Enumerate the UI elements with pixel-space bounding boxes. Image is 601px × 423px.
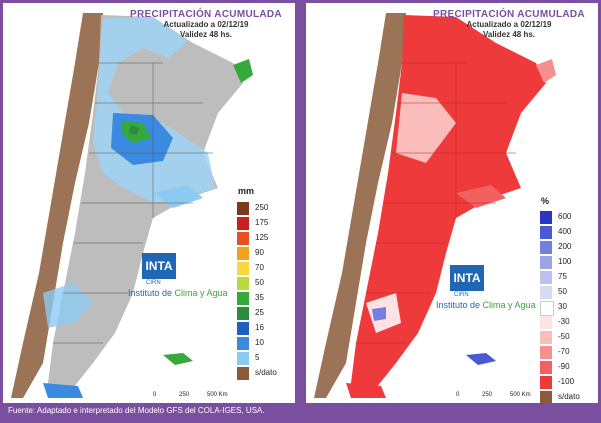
right-validity: Validez 48 hs. — [482, 30, 536, 39]
right-legend-unit: % — [541, 196, 550, 206]
left-legend-swatch — [237, 337, 249, 350]
right-legend-label: 400 — [558, 227, 572, 236]
right-legend-swatch — [540, 286, 552, 299]
right-legend-label: s/dato — [558, 392, 580, 401]
left-legend-label: 25 — [255, 308, 264, 317]
right-legend-swatch — [540, 226, 552, 239]
right-legend-swatch — [540, 211, 552, 224]
institute-name: Instituto de Clima y Agua — [436, 300, 536, 310]
right-inta-logo-block: INTA CIRN Instituto de Clima y Agua — [436, 265, 536, 310]
left-legend-label: 16 — [255, 323, 264, 332]
source-footer: Fuente: Adaptado e interpretado del Mode… — [8, 406, 265, 415]
left-legend-label: 90 — [255, 248, 264, 257]
right-title-block: PRECIPITACIÓN ACUMULADA Actualizado a 02… — [424, 9, 594, 40]
left-legend-label: 70 — [255, 263, 264, 272]
left-legend-swatch — [237, 292, 249, 305]
right-legend-label: 100 — [558, 257, 572, 266]
right-legend-swatch — [540, 376, 552, 389]
right-legend-label: 200 — [558, 242, 572, 251]
right-legend-label: -70 — [558, 347, 570, 356]
right-legend-swatch — [540, 241, 552, 254]
right-legend-swatch — [540, 346, 552, 359]
left-legend-label: s/dato — [255, 368, 277, 377]
left-legend-swatch — [237, 307, 249, 320]
right-legend-label: -100 — [558, 377, 575, 386]
right-legend-swatch — [540, 316, 552, 329]
left-legend-swatch — [237, 367, 249, 380]
left-legend-swatch — [237, 352, 249, 365]
right-legend-swatch — [540, 331, 552, 344]
left-updated-date: Actualizado a 02/12/19 — [163, 20, 249, 29]
left-legend-label: 50 — [255, 278, 264, 287]
left-validity: Validez 48 hs. — [179, 30, 233, 39]
left-legend-label: 125 — [255, 233, 269, 242]
left-legend-swatch — [237, 322, 249, 335]
right-legend-swatch — [540, 256, 552, 269]
precipitation-mm-map — [3, 3, 295, 403]
left-map-title: PRECIPITACIÓN ACUMULADA — [130, 9, 282, 20]
right-legend-label: -90 — [558, 362, 570, 371]
inta-logo: INTA — [450, 265, 484, 291]
right-legend-swatch — [540, 391, 552, 403]
left-legend-unit: mm — [238, 186, 255, 196]
left-legend-swatch — [237, 217, 249, 230]
left-legend-swatch — [237, 247, 249, 260]
right-legend-label: 600 — [558, 212, 572, 221]
left-legend-label: 175 — [255, 218, 269, 227]
left-legend-label: 250 — [255, 203, 269, 212]
cirn-label: CIRN — [454, 292, 469, 298]
right-legend-label: 75 — [558, 272, 567, 281]
right-legend-swatch — [540, 271, 552, 284]
left-legend-swatch — [237, 232, 249, 245]
institute-name: Instituto de Clima y Agua — [128, 288, 228, 298]
right-legend-label: -50 — [558, 332, 570, 341]
right-map-panel: PRECIPITACIÓN ACUMULADA Actualizado a 02… — [306, 3, 598, 403]
left-legend-label: 10 — [255, 338, 264, 347]
right-legend-swatch — [540, 361, 552, 374]
left-title-block: PRECIPITACIÓN ACUMULADA Actualizado a 02… — [121, 9, 291, 40]
right-legend-label: 50 — [558, 287, 567, 296]
left-legend-swatch — [237, 277, 249, 290]
left-scale-bar: 0 250 500 Km — [153, 392, 228, 398]
right-updated-date: Actualizado a 02/12/19 — [466, 20, 552, 29]
right-legend-label: -30 — [558, 317, 570, 326]
right-map-title: PRECIPITACIÓN ACUMULADA — [433, 9, 585, 20]
cirn-label: CIRN — [146, 280, 161, 286]
left-legend-label: 35 — [255, 293, 264, 302]
right-scale-bar: 0 250 500 Km — [456, 392, 531, 398]
precipitation-anomaly-map — [306, 3, 598, 403]
left-map-panel: PRECIPITACIÓN ACUMULADA Actualizado a 02… — [3, 3, 295, 403]
right-legend-swatch — [540, 301, 554, 316]
left-legend-swatch — [237, 262, 249, 275]
left-legend-label: 5 — [255, 353, 260, 362]
left-inta-logo-block: INTA CIRN Instituto de Clima y Agua — [128, 253, 228, 298]
right-legend-label: 30 — [558, 302, 567, 311]
inta-logo: INTA — [142, 253, 176, 279]
left-legend-swatch — [237, 202, 249, 215]
